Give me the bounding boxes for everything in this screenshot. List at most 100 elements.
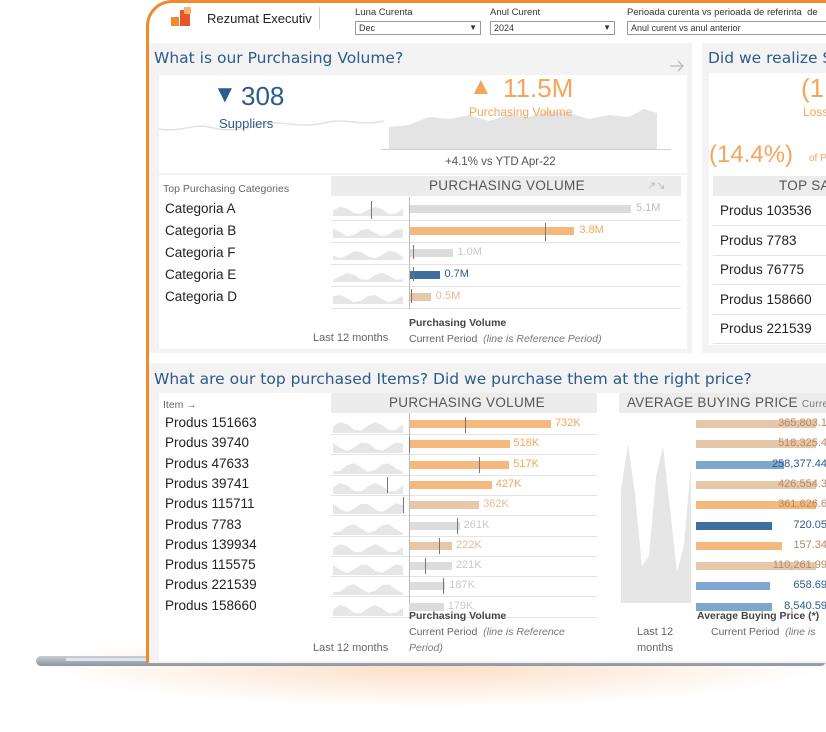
items-footer-price-title: Average Buying Price (*) <box>697 610 820 622</box>
item-price-bar[interactable] <box>696 420 816 428</box>
suppliers-label: Suppliers <box>219 116 274 131</box>
item-price-bar[interactable] <box>696 562 816 571</box>
item-volume-bar[interactable] <box>409 521 460 530</box>
filter-anul-select[interactable]: 2024 ▼ <box>490 21 615 35</box>
reference-line <box>411 289 412 303</box>
item-label[interactable]: Produs 151663 <box>165 415 257 430</box>
category-sparkline <box>333 206 403 216</box>
item-sparkline <box>333 482 403 494</box>
app-title: Rezumat Executiv <box>207 11 312 26</box>
category-label[interactable]: Categoria D <box>165 289 238 304</box>
category-footer-note: Current Period (line is Reference Period… <box>409 333 602 345</box>
row-divider <box>331 555 597 557</box>
item-sparkline <box>333 442 403 454</box>
item-price-value: 361,626.6 <box>778 498 826 511</box>
filter-perioada-select[interactable]: Anul curent vs anul anterior <box>627 21 826 35</box>
item-price-bar[interactable] <box>696 582 770 591</box>
item-volume-bar[interactable] <box>409 582 446 591</box>
item-price-value: 8,540.59 <box>784 599 826 612</box>
volume-change-pct: +4.1% <box>445 156 478 168</box>
reference-line <box>413 267 414 281</box>
item-sparkline <box>333 543 403 555</box>
items-price-header-bar <box>619 393 826 413</box>
item-price-bar[interactable] <box>696 501 816 510</box>
filter-anul: Anul Curent 2024 ▼ <box>490 7 615 35</box>
item-volume-value: 261K <box>463 518 490 531</box>
category-bar[interactable] <box>409 271 440 279</box>
item-label[interactable]: Produs 115575 <box>165 557 256 573</box>
filter-luna-select[interactable]: Dec ▼ <box>355 21 481 35</box>
item-label[interactable]: Produs 158660 <box>165 597 257 613</box>
savings-product[interactable]: Produs 76775 <box>720 262 805 277</box>
item-header[interactable]: Item → <box>163 399 197 411</box>
item-volume-value: 222K <box>456 538 482 551</box>
price-sparkline <box>621 444 691 603</box>
row-divider <box>713 254 826 256</box>
volume-label: Purchasing Volume <box>469 105 573 119</box>
item-label[interactable]: Produs 139934 <box>165 536 257 552</box>
suppliers-value: 308 <box>241 81 285 111</box>
items-footer-vol-note: Current Period (line is Reference <box>409 626 565 638</box>
savings-product[interactable]: Produs 221539 <box>720 321 812 336</box>
item-label[interactable]: Produs 39741 <box>165 475 250 491</box>
item-sparkline <box>333 462 403 474</box>
savings-product[interactable]: Produs 7783 <box>720 232 797 248</box>
item-volume-bar[interactable] <box>409 480 492 489</box>
item-price-bar[interactable] <box>696 480 816 489</box>
category-label[interactable]: Categoria F <box>165 245 236 260</box>
item-price-bar[interactable] <box>696 521 772 530</box>
row-divider <box>331 474 597 476</box>
category-chart-header: PURCHASING VOLUME <box>429 178 585 193</box>
item-price-bar[interactable] <box>696 460 784 469</box>
category-bar[interactable] <box>409 227 575 235</box>
suppliers-sparkline <box>158 120 385 131</box>
category-label[interactable]: Categoria E <box>165 267 237 282</box>
item-volume-bar[interactable] <box>409 562 452 571</box>
item-volume-bar[interactable] <box>409 460 510 469</box>
items-footer-last12b: months <box>637 642 674 654</box>
row-divider <box>331 616 597 618</box>
item-volume-value: 221K <box>455 559 482 572</box>
item-volume-value: 732K <box>555 417 581 429</box>
item-volume-bar[interactable] <box>409 440 510 449</box>
items-title: What are our top purchased Items? Did we… <box>154 370 752 388</box>
chevron-down-icon: ▼ <box>469 23 477 32</box>
item-volume-bar[interactable] <box>409 602 444 611</box>
item-label[interactable]: Produs 39740 <box>165 435 250 451</box>
suppliers-arrow-icon: ▼ <box>213 81 237 108</box>
item-price-value: 518,325.4 <box>778 437 826 450</box>
item-volume-bar[interactable] <box>409 501 480 510</box>
item-label[interactable]: Produs 47633 <box>165 455 250 471</box>
arrow-right-icon[interactable] <box>669 59 685 73</box>
swap-icon[interactable]: ↗↘ <box>647 180 666 192</box>
item-label[interactable]: Produs 115711 <box>165 496 255 512</box>
item-volume-bar[interactable] <box>409 541 453 550</box>
row-divider <box>331 494 597 496</box>
category-bar-value: 5.1M <box>636 202 661 214</box>
category-bar[interactable] <box>409 249 453 257</box>
volume-baseline <box>381 149 671 150</box>
item-sparkline <box>333 422 403 433</box>
row-divider <box>331 596 597 598</box>
category-label[interactable]: Categoria A <box>165 201 236 216</box>
item-label[interactable]: Produs 7783 <box>165 516 242 532</box>
row-divider <box>331 264 681 265</box>
item-label[interactable]: Produs 221539 <box>165 577 257 593</box>
item-volume-bar[interactable] <box>409 420 551 428</box>
category-bar[interactable] <box>409 205 631 213</box>
category-label[interactable]: Categoria B <box>165 223 237 238</box>
item-price-bar[interactable] <box>696 440 816 449</box>
item-volume-value: 187K <box>449 579 475 592</box>
item-volume-value: 518K <box>513 437 540 450</box>
item-price-bar[interactable] <box>696 541 782 550</box>
category-bar[interactable] <box>409 293 431 301</box>
filter-luna-label: Luna Curenta <box>355 7 413 18</box>
item-price-bar[interactable] <box>696 602 772 611</box>
category-sparkline <box>333 228 403 238</box>
savings-product[interactable]: Produs 158660 <box>720 291 812 307</box>
savings-product[interactable]: Produs 103536 <box>720 203 812 218</box>
category-sparkline <box>333 250 403 260</box>
row-divider <box>331 515 597 517</box>
row-divider <box>713 284 826 285</box>
row-divider <box>331 242 681 243</box>
